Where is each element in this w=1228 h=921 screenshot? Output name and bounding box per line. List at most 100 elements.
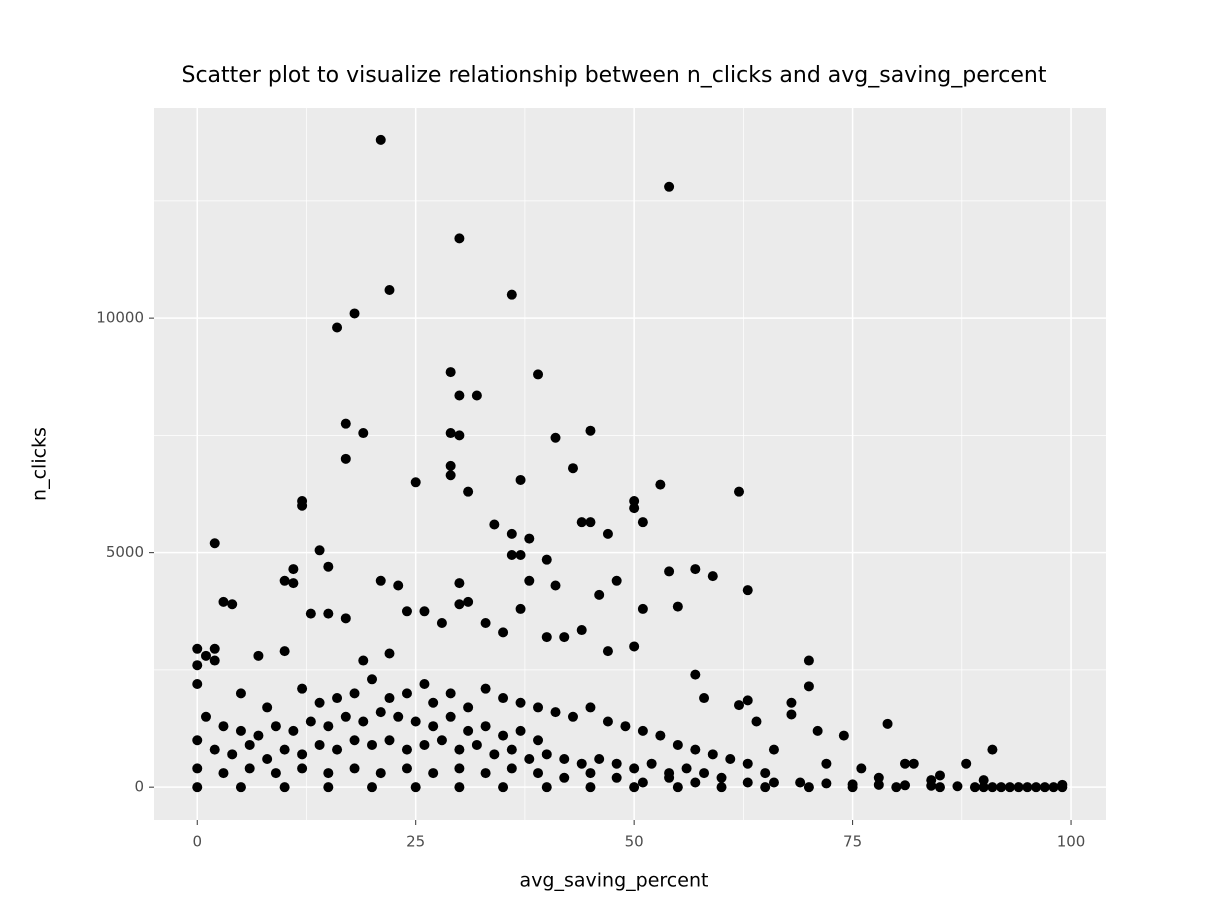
point	[664, 181, 675, 192]
point	[856, 763, 867, 774]
point	[873, 779, 884, 790]
point	[297, 763, 308, 774]
point	[410, 716, 421, 727]
point	[594, 589, 605, 600]
point	[340, 453, 351, 464]
point	[637, 603, 648, 614]
point	[506, 528, 517, 539]
point	[699, 693, 710, 704]
point	[375, 768, 386, 779]
point	[506, 763, 517, 774]
point	[742, 695, 753, 706]
point	[367, 674, 378, 685]
point	[305, 716, 316, 727]
point	[297, 683, 308, 694]
y-tick-label: 10000	[96, 309, 144, 327]
point	[358, 716, 369, 727]
point	[987, 744, 998, 755]
point	[340, 418, 351, 429]
point	[323, 768, 334, 779]
point	[690, 669, 701, 680]
point	[384, 735, 395, 746]
point	[340, 613, 351, 624]
point	[1013, 782, 1024, 793]
point	[742, 758, 753, 769]
point	[594, 754, 605, 765]
point	[428, 768, 439, 779]
point	[699, 768, 710, 779]
point	[611, 772, 622, 783]
y-tick-label: 5000	[106, 543, 144, 561]
point	[952, 781, 963, 792]
point	[384, 648, 395, 659]
point	[637, 777, 648, 788]
point	[637, 517, 648, 528]
point	[218, 768, 229, 779]
point	[987, 782, 998, 793]
point	[934, 782, 945, 793]
point	[463, 486, 474, 497]
point	[428, 721, 439, 732]
point	[401, 763, 412, 774]
point	[218, 596, 229, 607]
point	[690, 564, 701, 575]
point	[410, 477, 421, 488]
point	[244, 739, 255, 750]
point	[209, 655, 220, 666]
point	[734, 486, 745, 497]
point	[244, 763, 255, 774]
point	[716, 782, 727, 793]
point	[498, 627, 509, 638]
point	[367, 739, 378, 750]
point	[279, 575, 290, 586]
point	[436, 735, 447, 746]
point	[253, 650, 264, 661]
point	[585, 702, 596, 713]
point	[323, 782, 334, 793]
point	[786, 709, 797, 720]
point	[690, 744, 701, 755]
point	[227, 599, 238, 610]
point	[969, 782, 980, 793]
point	[288, 578, 299, 589]
point	[192, 763, 203, 774]
point	[445, 367, 456, 378]
point	[1022, 782, 1033, 793]
point	[760, 768, 771, 779]
point	[270, 721, 281, 732]
point	[978, 782, 989, 793]
point	[541, 632, 552, 643]
point	[480, 721, 491, 732]
point	[288, 725, 299, 736]
point	[533, 768, 544, 779]
point	[515, 725, 526, 736]
point	[768, 744, 779, 755]
point	[602, 528, 613, 539]
point	[454, 390, 465, 401]
point	[576, 758, 587, 769]
point	[419, 606, 430, 617]
point	[323, 721, 334, 732]
point	[419, 678, 430, 689]
point	[664, 566, 675, 577]
point	[358, 428, 369, 439]
point	[471, 739, 482, 750]
point	[270, 768, 281, 779]
point	[227, 749, 238, 760]
point	[506, 549, 517, 560]
point	[1031, 782, 1042, 793]
point	[786, 697, 797, 708]
point	[393, 580, 404, 591]
point	[1057, 779, 1068, 790]
point	[314, 739, 325, 750]
point	[445, 470, 456, 481]
point	[209, 538, 220, 549]
point	[734, 700, 745, 711]
point	[926, 780, 937, 791]
point	[480, 768, 491, 779]
point	[349, 735, 360, 746]
point	[498, 693, 509, 704]
y-tick-label: 0	[134, 778, 144, 796]
